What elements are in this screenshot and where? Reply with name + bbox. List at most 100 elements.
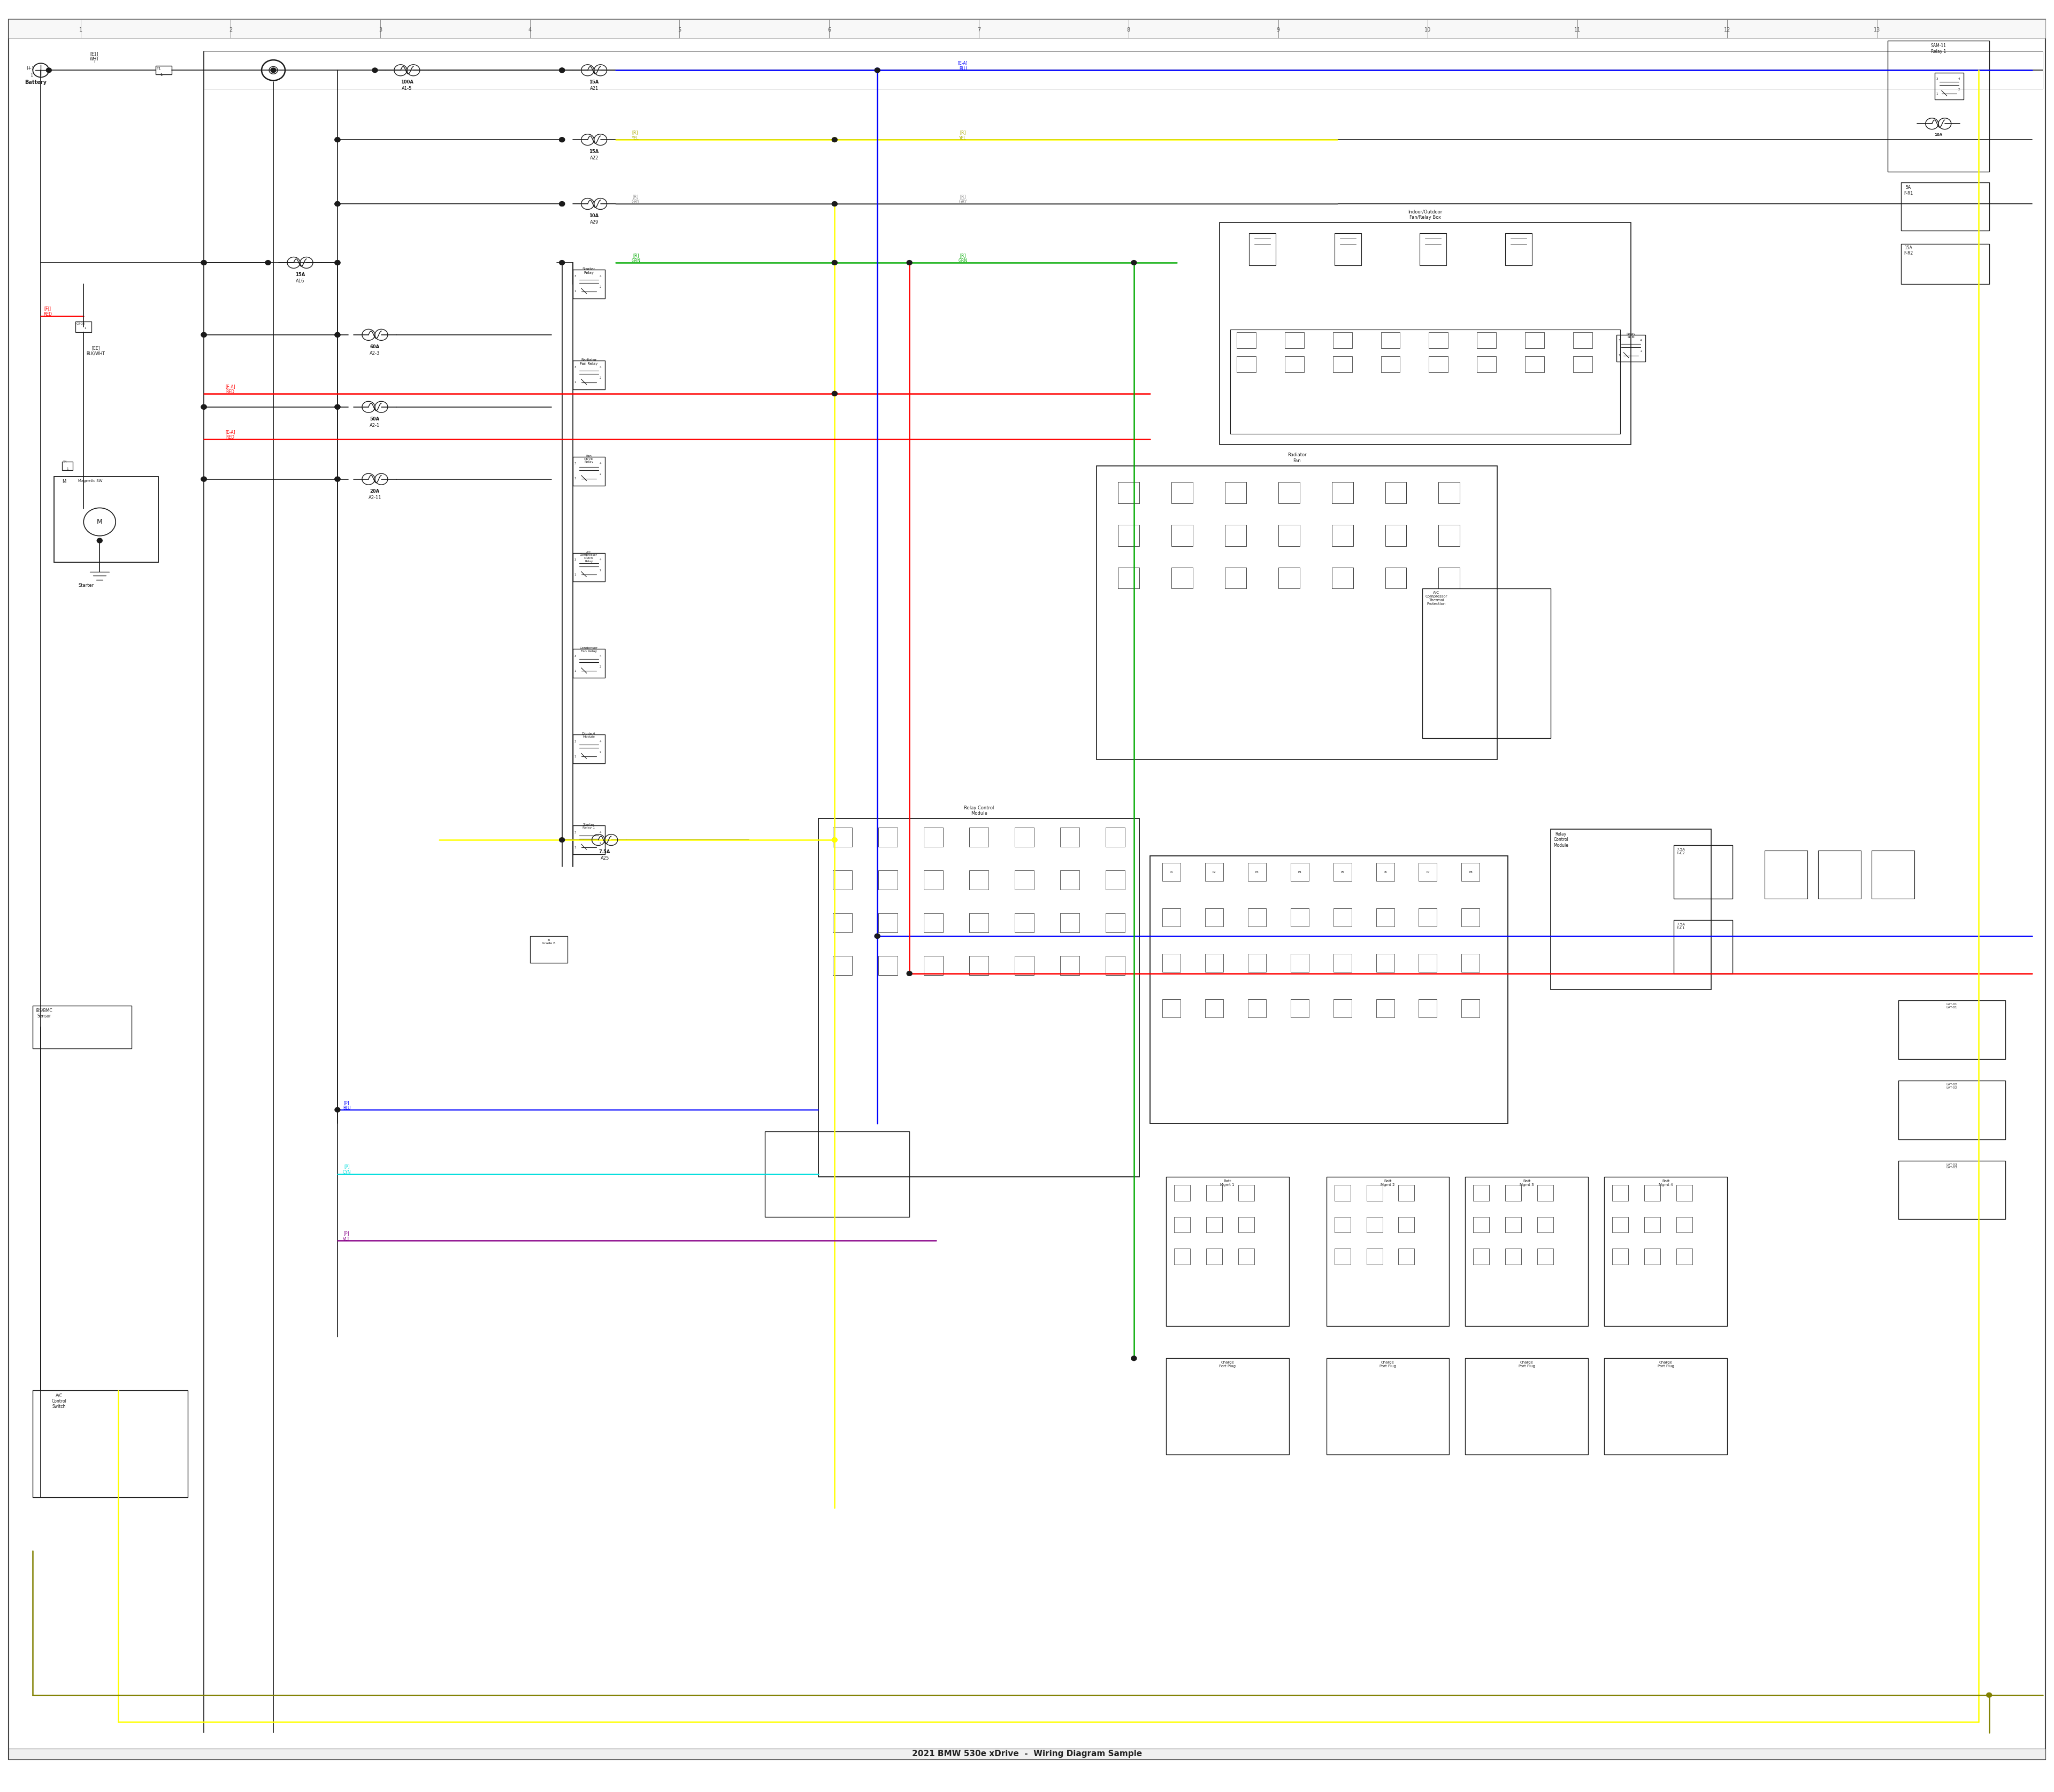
Bar xyxy=(1438,482,1460,504)
Text: Starter: Starter xyxy=(78,584,94,588)
Bar xyxy=(1290,909,1308,926)
Bar xyxy=(1676,1185,1692,1201)
Bar xyxy=(1506,1217,1522,1233)
Text: IBS/BMC
Sensor: IBS/BMC Sensor xyxy=(35,1009,53,1018)
Bar xyxy=(1331,568,1354,590)
Bar xyxy=(1674,919,1734,973)
Bar xyxy=(1171,482,1193,504)
Text: Fan
Ctrl/D
Relay: Fan Ctrl/D Relay xyxy=(583,455,594,464)
Text: 9: 9 xyxy=(1278,27,1280,32)
Bar xyxy=(1612,1217,1629,1233)
Text: 4: 4 xyxy=(528,27,532,32)
Bar xyxy=(573,826,604,855)
Bar xyxy=(1384,568,1407,590)
Bar xyxy=(1290,864,1308,882)
Bar xyxy=(1462,864,1479,882)
Circle shape xyxy=(335,333,341,337)
Text: (+): (+) xyxy=(27,66,33,70)
Bar xyxy=(1538,1217,1553,1233)
Bar xyxy=(1333,864,1352,882)
Text: 7: 7 xyxy=(978,27,980,32)
Text: [R]
GRN: [R] GRN xyxy=(959,253,967,263)
Bar xyxy=(203,52,2042,90)
Bar xyxy=(1333,953,1352,971)
Text: [P]
BLU: [P] BLU xyxy=(343,1100,351,1111)
Text: [EE]
BLK/WHT: [EE] BLK/WHT xyxy=(86,346,105,357)
Circle shape xyxy=(265,260,271,265)
Circle shape xyxy=(45,68,51,72)
Text: Relay
Control
Module: Relay Control Module xyxy=(1553,831,1569,848)
Bar xyxy=(1380,332,1401,348)
Text: 7.5A
F-C1: 7.5A F-C1 xyxy=(1676,923,1684,930)
Bar xyxy=(1898,1000,2005,1059)
Bar xyxy=(1888,41,1988,172)
Bar xyxy=(573,269,604,299)
Bar xyxy=(1224,525,1247,547)
Bar xyxy=(764,1131,910,1217)
Circle shape xyxy=(335,333,341,337)
Circle shape xyxy=(335,477,341,482)
Text: Charge
Port Plug: Charge Port Plug xyxy=(1518,1360,1534,1367)
Text: 7.5A: 7.5A xyxy=(600,849,610,855)
Bar xyxy=(1247,1000,1265,1018)
Bar xyxy=(1284,332,1304,348)
Text: A21: A21 xyxy=(589,86,598,91)
Text: 2021 BMW 530e xDrive  -  Wiring Diagram Sample: 2021 BMW 530e xDrive - Wiring Diagram Sa… xyxy=(912,1749,1142,1758)
Bar xyxy=(573,735,604,763)
Bar xyxy=(573,554,604,582)
Circle shape xyxy=(335,138,341,142)
Text: 13: 13 xyxy=(1873,27,1879,32)
Bar xyxy=(1438,568,1460,590)
Bar xyxy=(1335,1217,1349,1233)
Text: [E-A]
RED: [E-A] RED xyxy=(226,383,236,394)
Text: [P]
VLT: [P] VLT xyxy=(343,1231,349,1242)
Text: LAT-03
LAT-03: LAT-03 LAT-03 xyxy=(1945,1163,1957,1168)
Bar xyxy=(1935,73,1964,100)
Bar xyxy=(1462,1000,1479,1018)
Bar xyxy=(1015,828,1033,848)
Bar xyxy=(969,828,988,848)
Bar xyxy=(969,871,988,889)
Bar xyxy=(1616,335,1645,362)
Bar xyxy=(1247,909,1265,926)
Text: 15A: 15A xyxy=(589,81,600,84)
Bar xyxy=(1163,909,1181,926)
Bar xyxy=(1376,953,1395,971)
Bar xyxy=(1224,482,1247,504)
Text: 100A: 100A xyxy=(401,81,413,84)
Text: [E-A]
BLU: [E-A] BLU xyxy=(957,61,967,72)
Bar xyxy=(879,871,898,889)
Text: 1: 1 xyxy=(160,73,162,77)
Text: LAT-02
LAT-02: LAT-02 LAT-02 xyxy=(1945,1082,1957,1090)
Bar xyxy=(1612,1185,1629,1201)
Bar xyxy=(834,828,852,848)
Circle shape xyxy=(335,405,341,409)
Bar xyxy=(820,819,1140,1177)
Circle shape xyxy=(832,391,838,396)
Bar xyxy=(573,360,604,389)
Bar xyxy=(1220,222,1631,444)
Bar xyxy=(1105,955,1126,975)
Bar xyxy=(1526,357,1545,373)
Text: 3: 3 xyxy=(378,27,382,32)
Bar xyxy=(1376,909,1395,926)
Bar xyxy=(1335,233,1362,265)
Text: 5A
F-R1: 5A F-R1 xyxy=(1904,185,1912,195)
Bar xyxy=(1900,183,1988,231)
Text: [P]
CYN: [P] CYN xyxy=(343,1165,351,1176)
Bar xyxy=(1551,830,1711,989)
Bar xyxy=(1526,332,1545,348)
Text: T1: T1 xyxy=(156,66,160,70)
Text: 1: 1 xyxy=(80,27,82,32)
Text: LAT-01
LAT-01: LAT-01 LAT-01 xyxy=(1947,1004,1957,1009)
Bar xyxy=(1399,1249,1415,1265)
Bar xyxy=(8,20,2046,38)
Circle shape xyxy=(201,333,207,337)
Text: Radiator
Fan Relay: Radiator Fan Relay xyxy=(579,358,598,366)
Bar xyxy=(1604,1177,1727,1326)
Text: A25: A25 xyxy=(600,857,610,860)
Text: 1: 1 xyxy=(31,73,33,77)
Bar xyxy=(156,66,173,75)
Bar xyxy=(1117,482,1140,504)
Circle shape xyxy=(335,260,341,265)
